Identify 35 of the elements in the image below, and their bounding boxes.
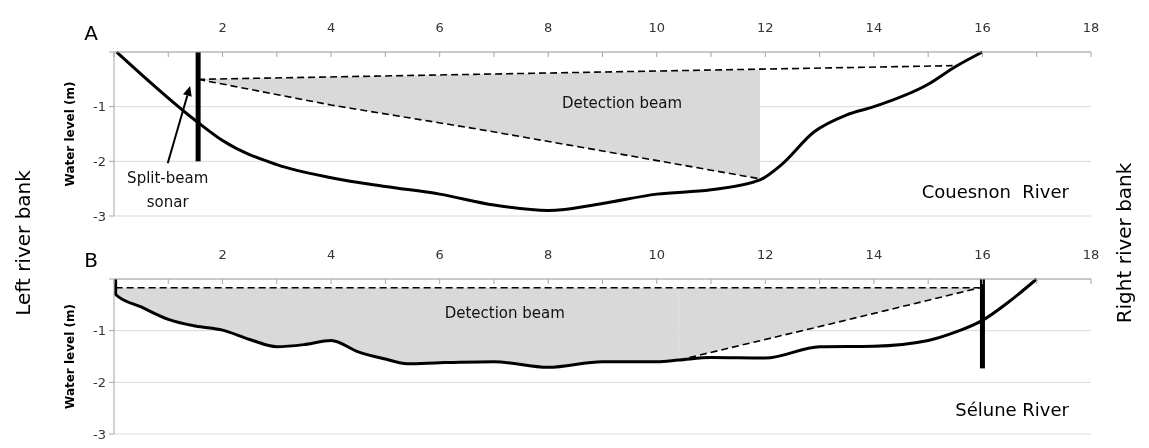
y-tick-label: -1 bbox=[93, 99, 106, 115]
x-tick-label: 16 bbox=[974, 20, 991, 35]
x-tick-label: 4 bbox=[326, 20, 336, 35]
x-tick-label: 18 bbox=[1082, 20, 1100, 35]
y-tick-label: -3 bbox=[93, 426, 106, 442]
annotation: Sélune River bbox=[955, 399, 1070, 420]
x-tick-label: 4 bbox=[326, 247, 336, 262]
chart-title: A bbox=[84, 21, 99, 45]
chart-title: B bbox=[84, 248, 98, 272]
y-tick-label: -2 bbox=[93, 374, 106, 390]
x-tick-label: 6 bbox=[435, 247, 444, 262]
text: Right river bank bbox=[1112, 162, 1136, 324]
x-tick-label: 10 bbox=[648, 247, 666, 262]
annotation: Split-beam sonar bbox=[127, 169, 209, 212]
annotation: Couesnon River bbox=[921, 181, 1070, 202]
y-tick-label: -3 bbox=[93, 208, 106, 224]
annotation: Detection beam bbox=[561, 93, 683, 112]
annotation: Detection beam bbox=[444, 303, 565, 322]
x-tick-label: 16 bbox=[974, 247, 991, 262]
x-tick-label: 10 bbox=[648, 20, 666, 35]
y-axis-title: Water level (m) bbox=[63, 81, 77, 187]
x-tick-label: 14 bbox=[865, 20, 883, 35]
x-tick-label: 2 bbox=[218, 20, 227, 35]
y-tick-label: -2 bbox=[93, 153, 106, 169]
x-tick-label: 18 bbox=[1082, 247, 1100, 262]
x-tick-label: 14 bbox=[865, 247, 883, 262]
x-tick-label: 6 bbox=[435, 20, 444, 35]
x-tick-label: 12 bbox=[757, 247, 774, 262]
x-tick-label: 2 bbox=[218, 247, 227, 262]
y-axis-title: Water level (m) bbox=[63, 304, 77, 409]
y-tick-label: -1 bbox=[93, 323, 106, 339]
x-tick-label: 8 bbox=[544, 247, 553, 262]
text: Left river bank bbox=[11, 169, 35, 316]
x-tick-label: 12 bbox=[757, 20, 774, 35]
x-tick-label: 8 bbox=[544, 20, 553, 35]
